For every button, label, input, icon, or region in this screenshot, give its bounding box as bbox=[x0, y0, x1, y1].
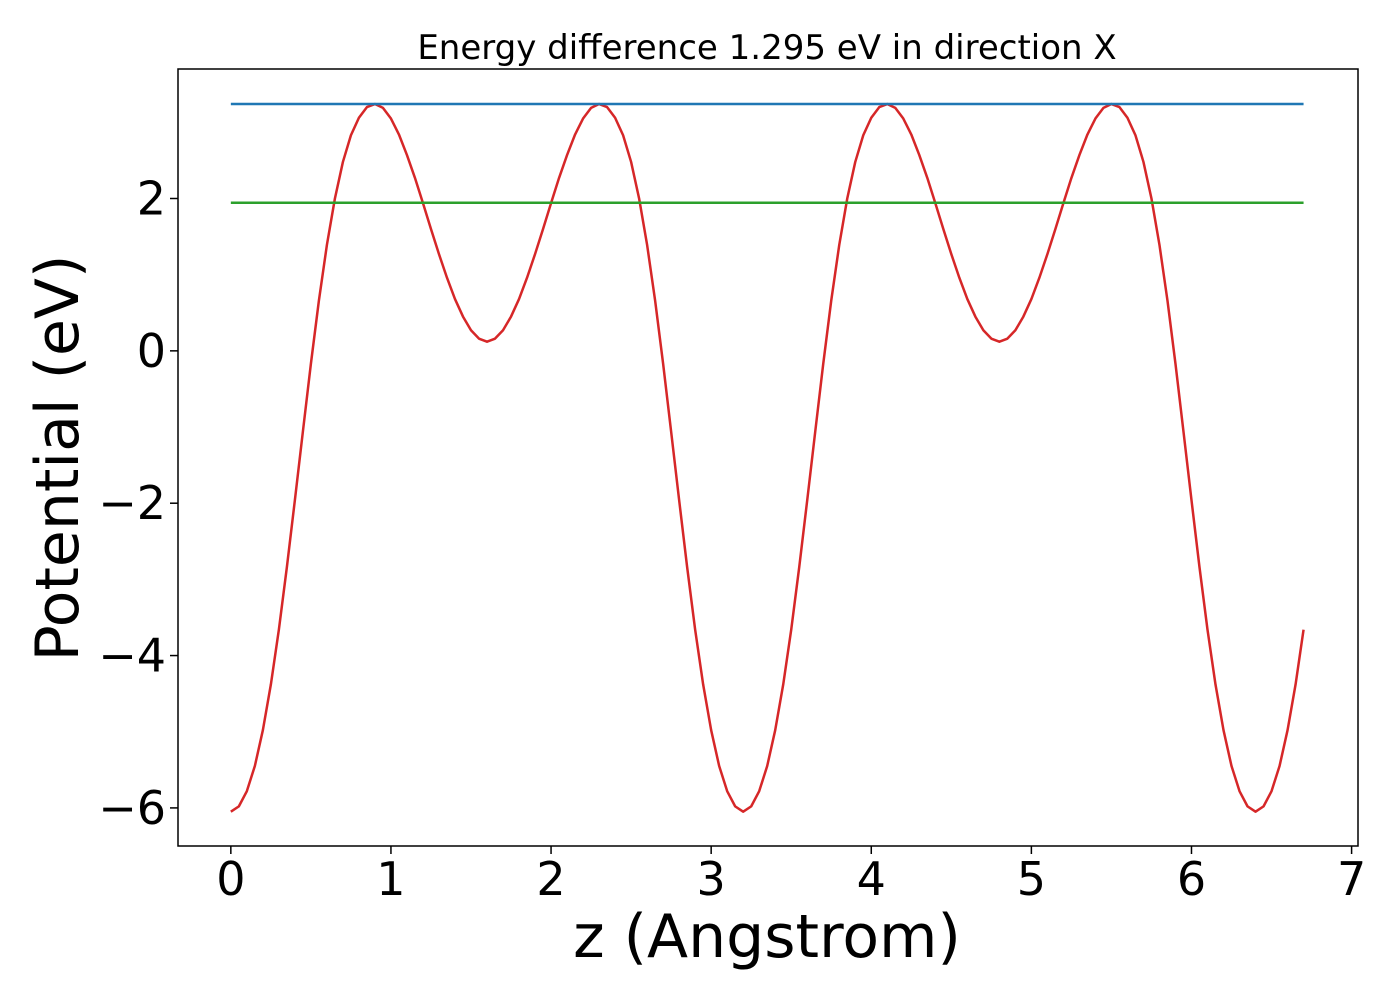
x-tick-label: 1 bbox=[376, 852, 405, 906]
y-tick-label: −4 bbox=[98, 629, 166, 683]
plot-area bbox=[230, 102, 1305, 813]
y-tick-label: −6 bbox=[98, 781, 166, 835]
x-tick-label: 2 bbox=[536, 852, 565, 906]
y-axis-ticks: −6 −4 −2 0 2 bbox=[98, 172, 178, 835]
y-axis-label: Potential (eV) bbox=[23, 255, 93, 662]
axes-frame bbox=[177, 68, 1359, 847]
x-tick-label: 7 bbox=[1337, 852, 1366, 906]
x-tick-label: 5 bbox=[1017, 852, 1046, 906]
y-tick-label: −2 bbox=[98, 476, 166, 530]
x-tick-label: 6 bbox=[1177, 852, 1206, 906]
x-tick-label: 0 bbox=[216, 852, 245, 906]
x-axis-label: z (Angstrom) bbox=[573, 902, 961, 972]
x-tick-label: 3 bbox=[697, 852, 726, 906]
series-line-0 bbox=[230, 102, 1305, 813]
chart-title: Energy difference 1.295 eV in direction … bbox=[417, 28, 1116, 68]
y-tick-label: 0 bbox=[137, 324, 166, 378]
x-axis-ticks: 0 1 2 3 4 5 6 7 bbox=[216, 846, 1366, 906]
y-tick-label: 2 bbox=[137, 172, 166, 226]
x-tick-label: 4 bbox=[857, 852, 886, 906]
